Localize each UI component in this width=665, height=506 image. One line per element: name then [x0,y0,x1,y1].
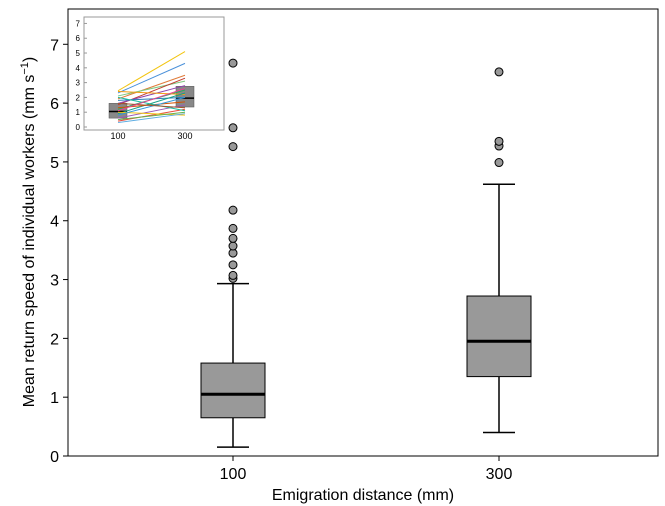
inset-box [175,86,195,108]
inset-series-line [117,88,186,112]
inset-series-line [117,96,186,116]
outlier-point [228,233,238,243]
y-tick-label: 6 [50,96,59,113]
outlier-point [228,205,238,215]
inset-series-line [117,111,186,121]
inset-frame [83,16,225,131]
inset-x-axis: 100 300 [110,131,192,141]
inset-series-line [117,80,186,97]
interquartile-box [200,362,266,419]
y-tick-label: 3 [50,273,59,290]
outlier-point [228,260,238,270]
inset-series-line [117,62,186,94]
outlier-point [228,223,238,233]
inset-series-line [117,113,186,124]
inset-series-line [117,51,186,92]
x-axis-label: Emigration distance (mm) [272,487,454,504]
box-300 [466,67,532,434]
inset-lines [117,51,186,124]
inset-series-line [117,74,186,100]
inset-chart: 0 1 2 3 4 5 6 7 100 300 [76,16,225,141]
box-100 [200,58,266,448]
outlier-point [228,270,238,280]
y-tick-label: 0 [50,449,59,466]
plot-frame [67,8,659,457]
y-tick-label: 4 [50,214,59,231]
y-tick-label: 7 [50,37,59,54]
inset-y-tick-label: 1 [76,108,81,117]
outlier-point [494,158,504,168]
outlier-point [494,67,504,77]
y-tick-label: 1 [50,390,59,407]
inset-y-tick-label: 7 [76,19,81,28]
inset-x-tick-label: 100 [110,131,125,141]
x-axis: 100 300 [220,456,513,483]
inset-y-tick-label: 2 [76,93,81,102]
inset-y-tick-label: 3 [76,79,81,88]
x-tick-label: 100 [220,466,247,483]
y-axis: 0 1 2 3 4 5 6 7 [50,37,68,466]
inset-y-axis: 0 1 2 3 4 5 6 7 [76,19,87,132]
inset-series-line [117,90,186,95]
outlier-point [228,58,238,68]
interquartile-box [466,295,532,378]
outlier-point [228,241,238,251]
inset-series-line [117,96,186,112]
inset-y-tick-label: 6 [76,34,81,43]
outlier-point [228,142,238,152]
inset-x-tick-label: 300 [177,131,192,141]
inset-series-line [117,92,186,115]
inset-y-tick-label: 5 [76,49,81,58]
inset-y-tick-label: 0 [76,123,81,132]
box-plot [200,58,532,448]
y-tick-label: 2 [50,331,59,348]
inset-y-tick-label: 4 [76,64,81,73]
outlier-point [494,136,504,146]
y-axis-label: Mean return speed of individual workers … [19,57,38,407]
inset-series-line [117,102,186,109]
inset-series-line [117,108,186,122]
outlier-point [228,123,238,133]
x-tick-label: 300 [486,466,513,483]
y-tick-label: 5 [50,155,59,172]
